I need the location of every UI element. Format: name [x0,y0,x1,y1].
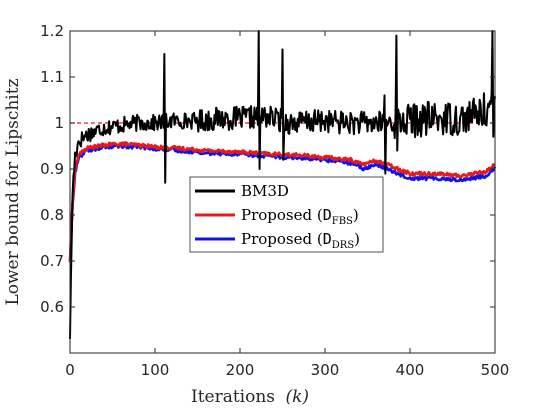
y-tick-label: 0.7 [40,252,64,270]
x-tick-label: 300 [311,361,340,379]
y-tick-label: 1.1 [40,68,64,86]
legend-label-dfbs-subscript: FBS [332,216,353,227]
y-tick-label: 0.8 [40,206,64,224]
x-tick-label: 400 [396,361,425,379]
y-tick-label: 0.6 [40,298,64,316]
x-tick-label: 200 [226,361,255,379]
x-tick-label: 100 [141,361,170,379]
legend-label-dfbs: Proposed (DFBS) [241,206,359,227]
y-axis-label: Lower bound for Lipschitz [3,78,23,305]
legend: BM3D Proposed (DFBS) Proposed (DDRS) [189,176,384,253]
x-axis-label-text: Iterations [191,387,275,407]
plot-frame [69,30,496,354]
y-tick-label: 1.2 [40,22,64,40]
legend-label-ddrs-subscript: DRS [332,240,355,251]
x-tick-label: 0 [65,361,75,379]
x-axis-label: Iterations (k) [191,387,309,407]
y-tick-label: 1 [54,114,64,132]
x-tick-label: 500 [481,361,510,379]
x-axis-label-var: (k) [285,387,309,407]
legend-label-dfbs-symbol: D [323,206,332,224]
legend-label-bm3d: BM3D [241,182,289,200]
legend-label-ddrs-main: Proposed ( [241,230,323,248]
legend-label-dfbs-close: ) [353,206,359,224]
y-tick-label: 0.9 [40,160,64,178]
legend-label-ddrs-symbol: D [323,230,332,248]
legend-label-dfbs-main: Proposed ( [241,206,323,224]
series-line-bm3d [69,30,496,339]
legend-label-ddrs-close: ) [354,230,360,248]
legend-label-ddrs: Proposed (DDRS) [241,230,360,251]
